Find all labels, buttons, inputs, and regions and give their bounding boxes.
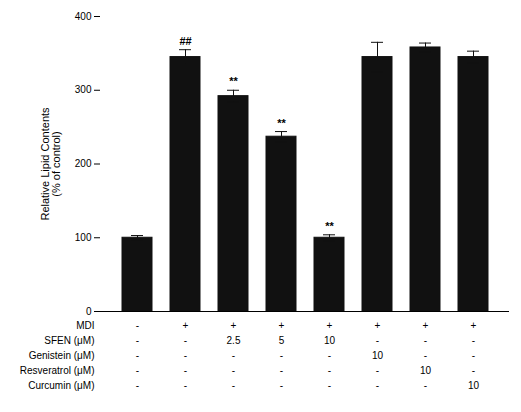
- svg-text:-: -: [472, 365, 475, 376]
- svg-text:+: +: [231, 320, 237, 331]
- svg-text:10: 10: [468, 380, 480, 391]
- svg-text:-: -: [328, 365, 331, 376]
- svg-text:-: -: [232, 365, 235, 376]
- svg-text:-: -: [424, 335, 427, 346]
- svg-text:-: -: [184, 350, 187, 361]
- svg-text:+: +: [423, 320, 429, 331]
- svg-text:10: 10: [372, 350, 384, 361]
- svg-text:-: -: [472, 350, 475, 361]
- svg-text:-: -: [424, 380, 427, 391]
- svg-text:Relative Lipid Contents(% of c: Relative Lipid Contents(% of control): [39, 107, 62, 221]
- svg-text:-: -: [184, 380, 187, 391]
- svg-text:-: -: [232, 380, 235, 391]
- svg-text:-: -: [376, 365, 379, 376]
- svg-text:-: -: [424, 350, 427, 361]
- svg-text:##: ##: [179, 35, 191, 47]
- svg-text:5: 5: [279, 335, 285, 346]
- svg-text:10: 10: [324, 335, 336, 346]
- svg-text:Curcumin (μM): Curcumin (μM): [28, 380, 94, 391]
- svg-text:-: -: [136, 350, 139, 361]
- svg-text:-: -: [472, 335, 475, 346]
- svg-text:Genistein (μM): Genistein (μM): [29, 350, 95, 361]
- svg-text:+: +: [375, 320, 381, 331]
- svg-text:Resveratrol (μM): Resveratrol (μM): [20, 365, 95, 376]
- svg-text:100: 100: [75, 232, 92, 243]
- svg-text:200: 200: [75, 158, 92, 169]
- svg-text:-: -: [184, 335, 187, 346]
- svg-text:-: -: [136, 335, 139, 346]
- svg-text:-: -: [136, 365, 139, 376]
- svg-text:-: -: [232, 350, 235, 361]
- svg-text:-: -: [328, 350, 331, 361]
- svg-text:-: -: [184, 365, 187, 376]
- svg-text:**: **: [325, 220, 334, 232]
- svg-text:+: +: [471, 320, 477, 331]
- svg-text:-: -: [376, 335, 379, 346]
- svg-text:**: **: [229, 75, 238, 87]
- svg-text:+: +: [183, 320, 189, 331]
- svg-text:-: -: [376, 380, 379, 391]
- svg-text:-: -: [328, 380, 331, 391]
- svg-text:10: 10: [420, 365, 432, 376]
- svg-text:-: -: [280, 350, 283, 361]
- svg-text:MDI: MDI: [76, 320, 94, 331]
- svg-text:0: 0: [86, 306, 92, 317]
- svg-text:-: -: [280, 365, 283, 376]
- svg-text:-: -: [136, 320, 139, 331]
- svg-text:400: 400: [75, 11, 92, 22]
- svg-text:2.5: 2.5: [227, 335, 241, 346]
- svg-text:+: +: [279, 320, 285, 331]
- svg-text:+: +: [327, 320, 333, 331]
- svg-text:**: **: [277, 117, 286, 129]
- svg-text:-: -: [280, 380, 283, 391]
- svg-text:SFEN (μM): SFEN (μM): [44, 335, 94, 346]
- svg-text:-: -: [136, 380, 139, 391]
- svg-text:300: 300: [75, 84, 92, 95]
